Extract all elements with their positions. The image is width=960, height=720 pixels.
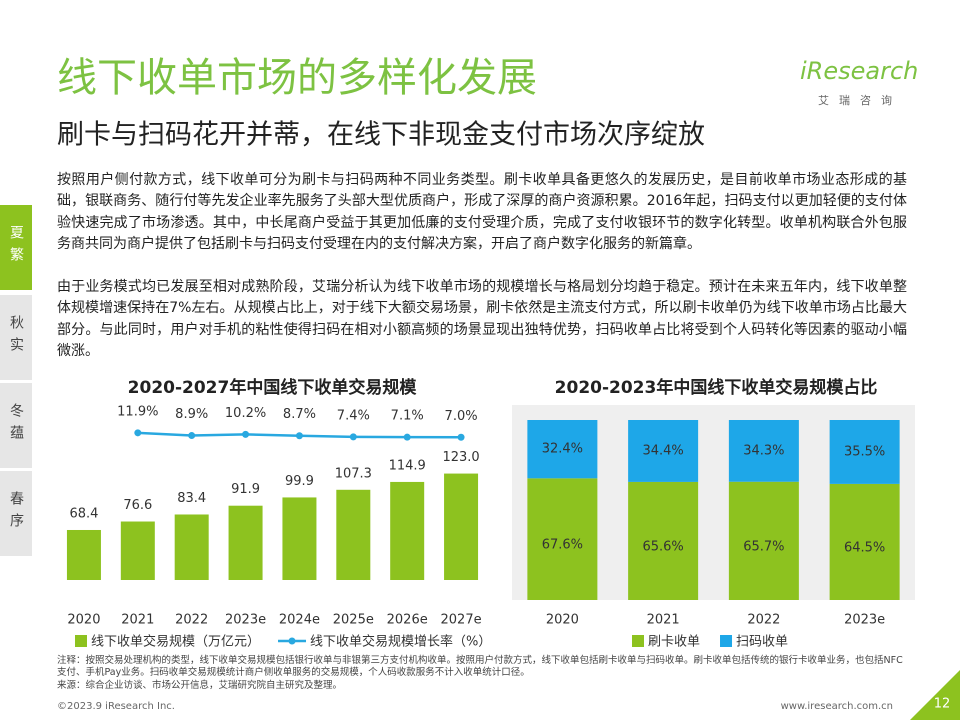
side-tab-label: 冬蕴 xyxy=(8,403,24,447)
bar xyxy=(66,529,101,580)
side-tab-label: 夏繁 xyxy=(8,225,24,269)
side-tab xyxy=(0,471,32,556)
legend-swatch xyxy=(720,635,733,647)
side-tab-label: 春序 xyxy=(8,491,24,535)
chart-title: 2020-2023年中国线下收单交易规模占比 xyxy=(555,377,878,398)
bar xyxy=(174,514,209,580)
bar xyxy=(282,497,317,580)
side-tab-label: 秋实 xyxy=(8,315,24,359)
bar xyxy=(628,481,699,600)
bar xyxy=(336,489,371,580)
bar xyxy=(120,521,155,580)
data-label: 114.9 xyxy=(389,458,426,473)
logo: iResearch xyxy=(800,57,918,85)
data-label: 65.6% xyxy=(642,539,683,554)
x-tick-label: 2020 xyxy=(546,613,579,628)
data-label: 34.4% xyxy=(642,443,683,458)
data-label: 99.9 xyxy=(285,474,314,489)
page-corner xyxy=(910,670,960,720)
line-point xyxy=(403,433,411,441)
legend-label: 线下收单交易规模（万亿元） xyxy=(91,634,260,650)
bar xyxy=(527,420,598,479)
copyright: ©2023.9 iResearch Inc. xyxy=(57,701,175,712)
data-label: 8.9% xyxy=(175,407,208,422)
data-label: 35.5% xyxy=(844,444,885,459)
data-label: 107.3 xyxy=(335,466,372,481)
x-tick-label: 2023e xyxy=(844,613,885,628)
data-label: 83.4 xyxy=(177,491,206,506)
line-point xyxy=(188,432,196,440)
data-label: 91.9 xyxy=(231,482,260,497)
data-label: 68.4 xyxy=(69,506,98,521)
line-point xyxy=(242,430,250,438)
data-label: 10.2% xyxy=(225,406,266,421)
x-tick-label: 2021 xyxy=(647,613,680,628)
x-tick-label: 2027e xyxy=(441,613,482,628)
data-label: 67.6% xyxy=(542,538,583,553)
line-point xyxy=(134,429,142,437)
bar xyxy=(728,481,799,600)
data-label: 64.5% xyxy=(844,540,885,555)
data-label: 123.0 xyxy=(442,450,479,465)
data-label: 7.4% xyxy=(337,408,370,423)
title: 线下收单市场的多样化发展 xyxy=(57,55,537,101)
side-tab xyxy=(0,295,32,380)
bar xyxy=(628,420,699,482)
side-tab xyxy=(0,383,32,468)
paragraph: 按照用户侧付款方式，线下收单可分为刷卡与扫码两种不同业务类型。刷卡收单具备更悠久… xyxy=(57,172,907,252)
logo-sub: 艾瑞咨询 xyxy=(818,93,902,107)
data-label: 8.7% xyxy=(283,407,316,422)
data-label: 11.9% xyxy=(117,404,158,419)
data-label: 7.0% xyxy=(445,409,478,424)
data-label: 34.3% xyxy=(743,443,784,458)
legend-label: 刷卡收单 xyxy=(648,635,700,650)
bar xyxy=(527,478,598,600)
x-tick-label: 2020 xyxy=(67,613,100,628)
note: 注释：按照交易处理机构的类型，线下收单交易规模包括银行收单与非银第三方支付机构收… xyxy=(57,655,903,678)
subtitle: 刷卡与扫码花开并蒂，在线下非现金支付市场次序绽放 xyxy=(57,120,705,151)
bar xyxy=(444,473,479,580)
line-point xyxy=(295,432,303,440)
line-point xyxy=(349,433,357,441)
x-tick-label: 2022 xyxy=(175,613,208,628)
x-tick-label: 2026e xyxy=(387,613,428,628)
side-tab xyxy=(0,205,32,290)
data-label: 7.1% xyxy=(391,409,424,424)
x-tick-label: 2023e xyxy=(225,613,266,628)
legend-label: 线下收单交易规模增长率（%） xyxy=(310,634,491,650)
chart-title: 2020-2027年中国线下收单交易规模 xyxy=(128,377,418,398)
data-label: 65.7% xyxy=(743,539,784,554)
legend-swatch xyxy=(75,635,87,647)
website: www.iresearch.com.cn xyxy=(781,701,893,712)
line-point xyxy=(457,433,465,441)
data-label: 32.4% xyxy=(542,442,583,457)
bar xyxy=(728,420,799,482)
bar xyxy=(829,420,900,484)
data-label: 76.6 xyxy=(123,498,152,513)
x-tick-label: 2021 xyxy=(121,613,154,628)
bar xyxy=(390,481,425,580)
bar xyxy=(228,505,263,580)
x-tick-label: 2025e xyxy=(333,613,374,628)
paragraph: 由于业务模式均已发展至相对成熟阶段，艾瑞分析认为线下收单市场的规模增长与格局划分… xyxy=(57,279,907,359)
bar xyxy=(829,483,900,600)
x-tick-label: 2024e xyxy=(279,613,320,628)
x-tick-label: 2022 xyxy=(747,613,780,628)
page-number: 12 xyxy=(934,697,951,712)
source: 来源：综合企业访谈、市场公开信息，艾瑞研究院自主研究及整理。 xyxy=(57,680,343,691)
legend-label: 扫码收单 xyxy=(736,635,788,650)
legend-swatch xyxy=(632,635,644,647)
legend-marker xyxy=(288,637,296,645)
